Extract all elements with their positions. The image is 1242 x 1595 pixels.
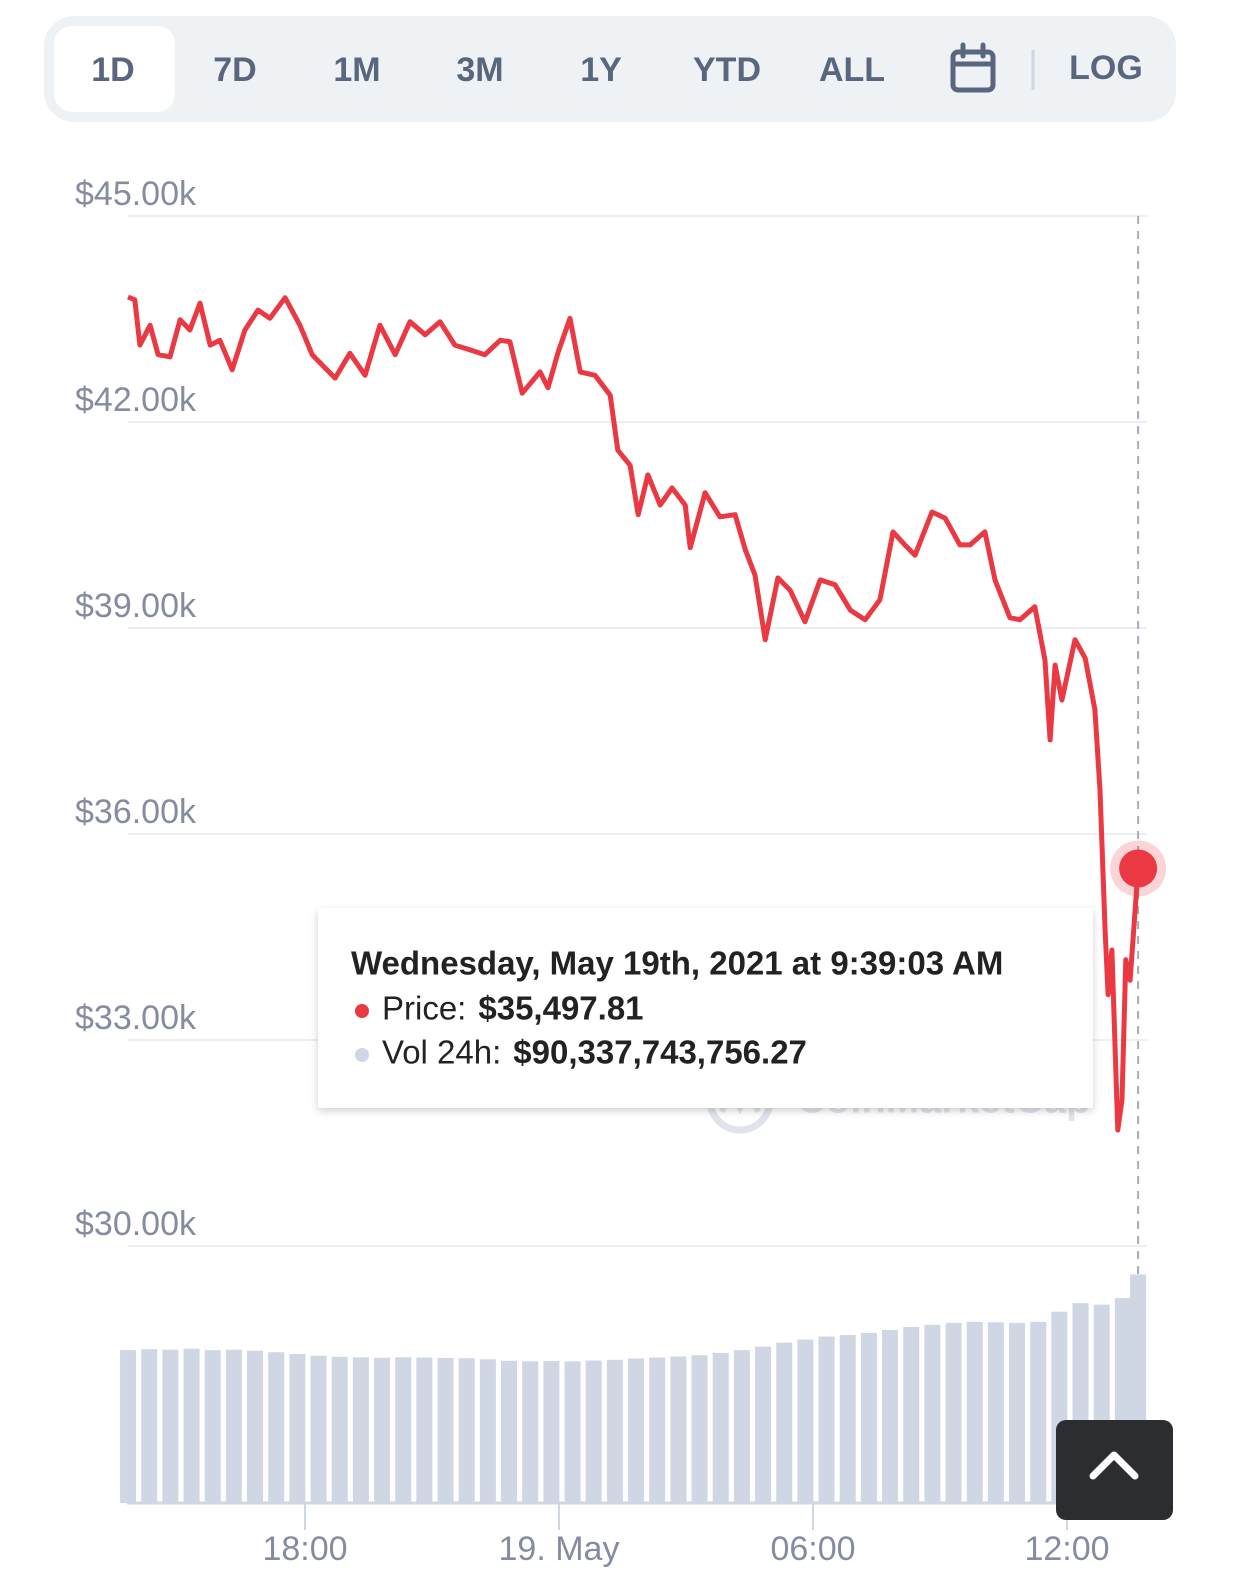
volume-bar	[733, 1350, 750, 1503]
volume-bar	[352, 1357, 369, 1503]
tooltip-price-label: Price:	[382, 990, 466, 1027]
volume-bar	[670, 1356, 687, 1503]
volume-bar	[141, 1349, 158, 1503]
volume-bar	[543, 1361, 560, 1503]
volume-bar	[945, 1322, 962, 1503]
volume-bar	[437, 1358, 454, 1503]
volume-bar	[564, 1361, 581, 1503]
chevron-up-icon	[1089, 1451, 1139, 1480]
price-dot	[355, 1004, 369, 1018]
volume-bar	[395, 1357, 412, 1503]
hover-point	[1119, 849, 1158, 888]
volume-bar	[458, 1358, 475, 1503]
log-toggle[interactable]: LOG	[1069, 49, 1143, 87]
range-tab[interactable]: 1Y	[580, 51, 622, 89]
tooltip-price-value: $35,497.81	[478, 990, 643, 1027]
volume-bar	[882, 1329, 899, 1503]
volume-bar	[183, 1348, 200, 1503]
y-tick-label: $42.00k	[75, 381, 197, 419]
tooltip-volume-label: Vol 24h:	[382, 1034, 501, 1071]
range-tab[interactable]: YTD	[693, 51, 761, 89]
volume-bar	[903, 1326, 920, 1503]
volume-bar	[310, 1355, 327, 1503]
volume-bar	[204, 1350, 221, 1503]
tab-selected-bg	[54, 26, 175, 112]
volume-bar	[839, 1335, 856, 1503]
volume-bar	[247, 1350, 264, 1503]
volume-bar	[225, 1349, 242, 1503]
volume-bar	[268, 1352, 285, 1503]
volume-bar	[1009, 1322, 1026, 1503]
volume-bar	[818, 1336, 835, 1503]
x-tick-label: 18:00	[262, 1530, 347, 1568]
y-tick-label: $33.00k	[75, 999, 197, 1037]
tooltip-box	[318, 908, 1093, 1108]
volume-bar	[924, 1324, 941, 1503]
x-tick-label: 06:00	[770, 1530, 855, 1568]
volume-bar	[289, 1353, 306, 1503]
volume-bar	[416, 1357, 433, 1503]
volume-bar	[585, 1360, 602, 1503]
volume-bar	[331, 1356, 348, 1503]
volume-bar	[374, 1357, 391, 1503]
volume-bar	[966, 1321, 983, 1503]
volume-bar	[606, 1359, 623, 1503]
y-tick-label: $45.00k	[75, 175, 197, 213]
x-tick-label: 19. May	[499, 1530, 620, 1568]
range-tab[interactable]: 1M	[333, 51, 380, 89]
volume-bar	[776, 1342, 793, 1503]
calendar-icon[interactable]	[950, 42, 996, 93]
y-tick-label: $39.00k	[75, 587, 197, 625]
volume-bar	[162, 1349, 179, 1503]
y-tick-label: $36.00k	[75, 793, 197, 831]
y-tick-label: $30.00k	[75, 1205, 197, 1243]
range-tab[interactable]: ALL	[819, 51, 885, 89]
calendar-body	[950, 49, 996, 93]
tooltip-volume-value: $90,337,743,756.27	[513, 1034, 807, 1071]
volume-bar	[987, 1322, 1004, 1503]
volume-bar	[1030, 1321, 1047, 1503]
volume-bar	[860, 1332, 877, 1503]
volume-bar	[522, 1361, 539, 1503]
volume-bar	[755, 1346, 772, 1503]
price-line	[127, 294, 1141, 1133]
back-to-top[interactable]	[1056, 1420, 1173, 1520]
range-tab[interactable]: 1D	[91, 51, 134, 89]
volume-dot	[355, 1048, 369, 1062]
volume-bar	[691, 1355, 708, 1503]
volume-bar	[479, 1359, 496, 1503]
volume-bar	[120, 1349, 137, 1503]
toolbar	[44, 16, 1176, 122]
tooltip-date: Wednesday, May 19th, 2021 at 9:39:03 AM	[351, 945, 1003, 982]
range-tab[interactable]: 3M	[456, 51, 503, 89]
volume-bar	[628, 1358, 645, 1503]
x-tick-label: 12:00	[1024, 1530, 1109, 1568]
volume-bar	[501, 1360, 518, 1503]
volume-bar	[649, 1357, 666, 1503]
volume-bar	[797, 1339, 814, 1503]
volume-bar	[712, 1352, 729, 1503]
range-tab[interactable]: 7D	[213, 51, 256, 89]
tooltip: Wednesday, May 19th, 2021 at 9:39:03 AM P…	[318, 908, 1093, 1108]
